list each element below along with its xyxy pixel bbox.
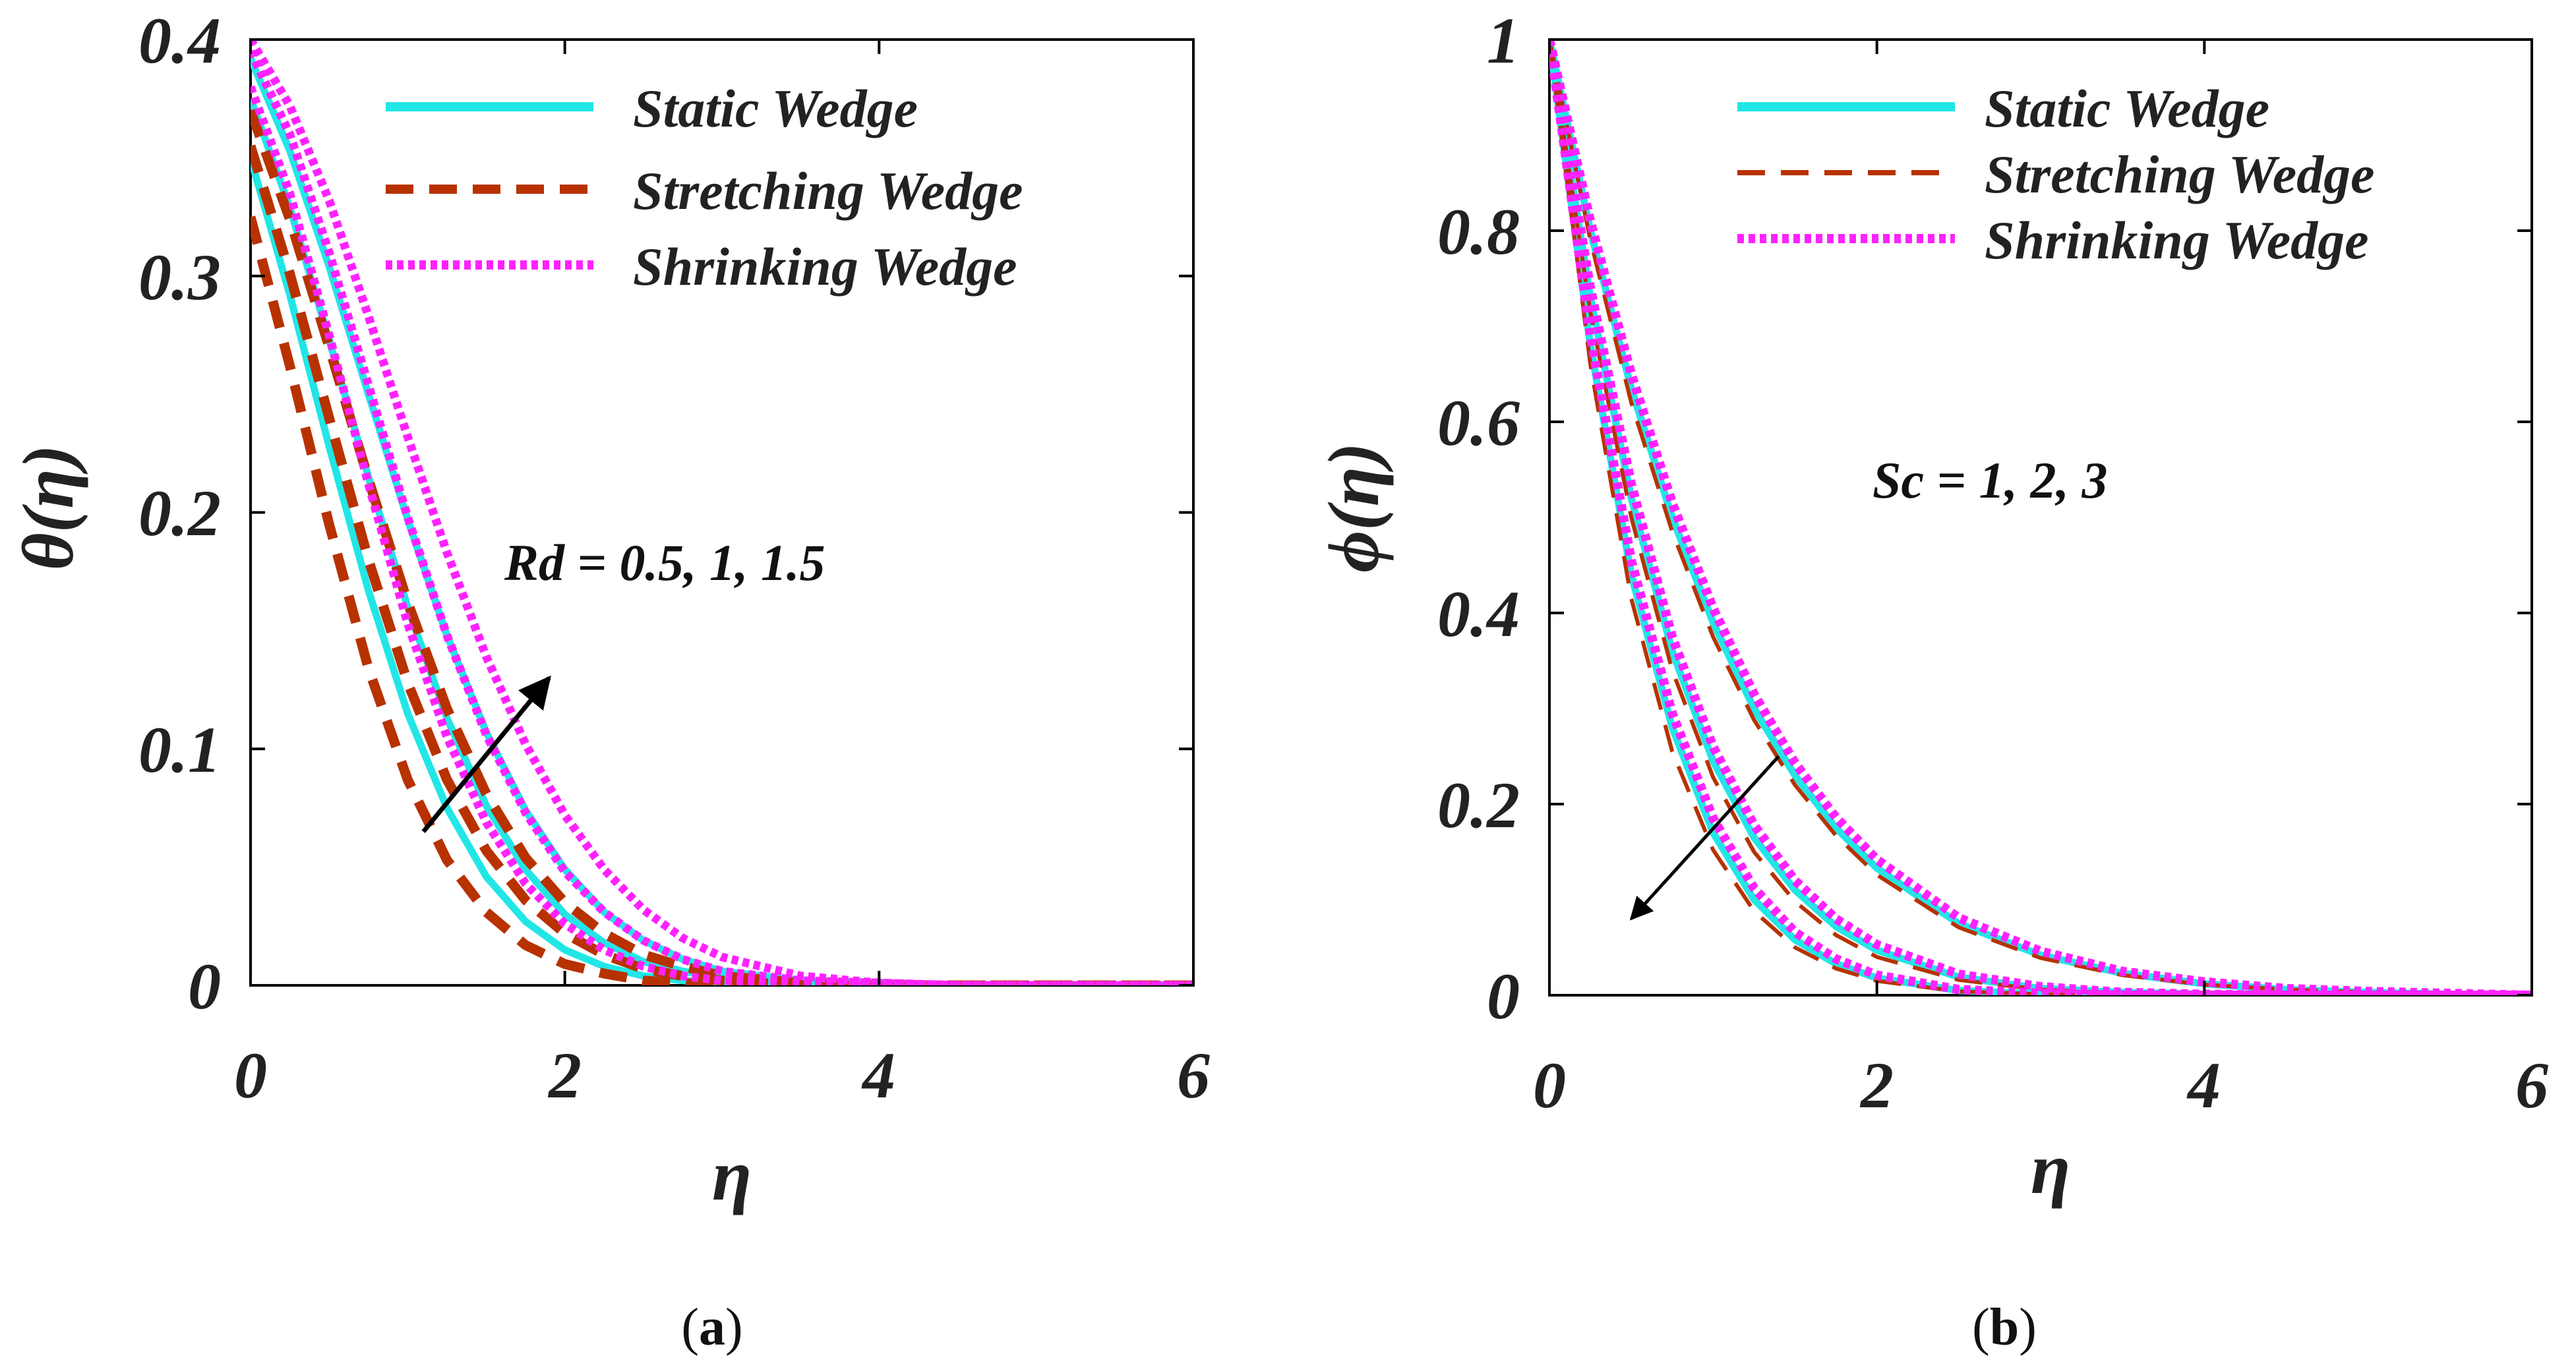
x-tick-label: 4 [2186,1049,2221,1122]
tick-marks-a [249,38,1195,987]
series-line-shrinking [1549,40,2532,995]
legend-label-static: Static Wedge [1985,78,2269,138]
x-tick-label: 2 [1859,1049,1894,1122]
legend-label-static: Static Wedge [633,78,918,138]
legend-a: Static Wedge Stretching Wedge Shrinking … [386,78,1023,297]
x-tick-label: 0 [1533,1049,1566,1122]
series-line-shrinking [1549,40,2532,995]
series-line-static [1549,40,2532,995]
caption-a-close: ) [725,1298,743,1356]
annotation-arrow-b [1629,755,1780,921]
x-axis-label: η [712,1135,752,1215]
y-tick-label: 0.2 [138,477,221,550]
x-tick-label: 0 [234,1039,267,1112]
y-axis-label: ϕ(η) [1313,442,1394,572]
y-tick-label: 0.3 [138,241,221,314]
legend-b: Static Wedge Stretching Wedge Shrinking … [1737,78,2375,270]
y-tick-label: 0.4 [138,4,221,77]
series-line-stretching [1549,40,2532,995]
caption-a: (a) [681,1298,742,1356]
annotation-sc: Sc = 1, 2, 3 [1872,451,2107,509]
caption-b-close: ) [2019,1298,2037,1356]
y-tick-label: 0.2 [1437,768,1520,842]
y-tick-label: 0.4 [1437,577,1520,651]
y-tick-label: 0 [188,950,221,1023]
x-tick-label: 6 [2515,1049,2548,1122]
annotation-rd: Rd = 0.5, 1, 1.5 [504,534,825,591]
y-axis-label: θ(η) [8,445,88,571]
caption-a-letter: a [699,1298,725,1356]
curves-a [251,40,1193,985]
legend-label-stretching: Stretching Wedge [633,161,1023,221]
x-tick-label: 2 [547,1039,582,1112]
y-tick-label: 0 [1487,960,1520,1033]
y-tick-label: 1 [1487,4,1520,77]
x-tick-label: 4 [861,1039,895,1112]
panel-a: 0 2 4 6 0 0.1 0.2 0.3 0.4 η θ(η) Static … [8,4,1210,1356]
annotation-arrow-a [421,675,551,834]
y-tick-label: 0.6 [1437,386,1520,459]
panel-b: 0 2 4 6 0 0.2 0.4 0.6 0.8 1 η ϕ(η) Stati… [1313,4,2548,1356]
legend-label-shrinking: Shrinking Wedge [1985,210,2369,270]
x-tick-label: 6 [1177,1039,1210,1112]
tick-marks-b [1548,38,2533,997]
caption-b: (b) [1972,1298,2037,1356]
caption-b-open: ( [1972,1298,1990,1356]
series-line-shrinking [251,85,1193,985]
x-axis-label: η [2031,1128,2070,1209]
y-tick-label: 0.1 [138,713,221,786]
caption-a-open: ( [681,1298,699,1356]
series-line-static [251,156,1193,985]
legend-label-stretching: Stretching Wedge [1985,144,2375,204]
legend-label-shrinking: Shrinking Wedge [633,237,1017,297]
caption-b-letter: b [1990,1298,2020,1356]
curves-b [1549,40,2532,995]
series-line-shrinking [1549,40,2532,995]
y-tick-label: 0.8 [1437,195,1520,268]
series-line-stretching [251,216,1193,985]
